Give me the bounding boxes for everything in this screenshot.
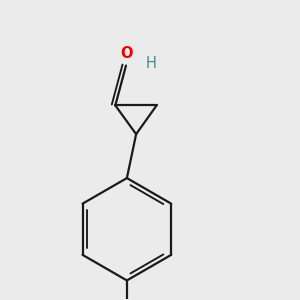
Text: O: O xyxy=(120,46,132,61)
Text: H: H xyxy=(145,56,156,71)
